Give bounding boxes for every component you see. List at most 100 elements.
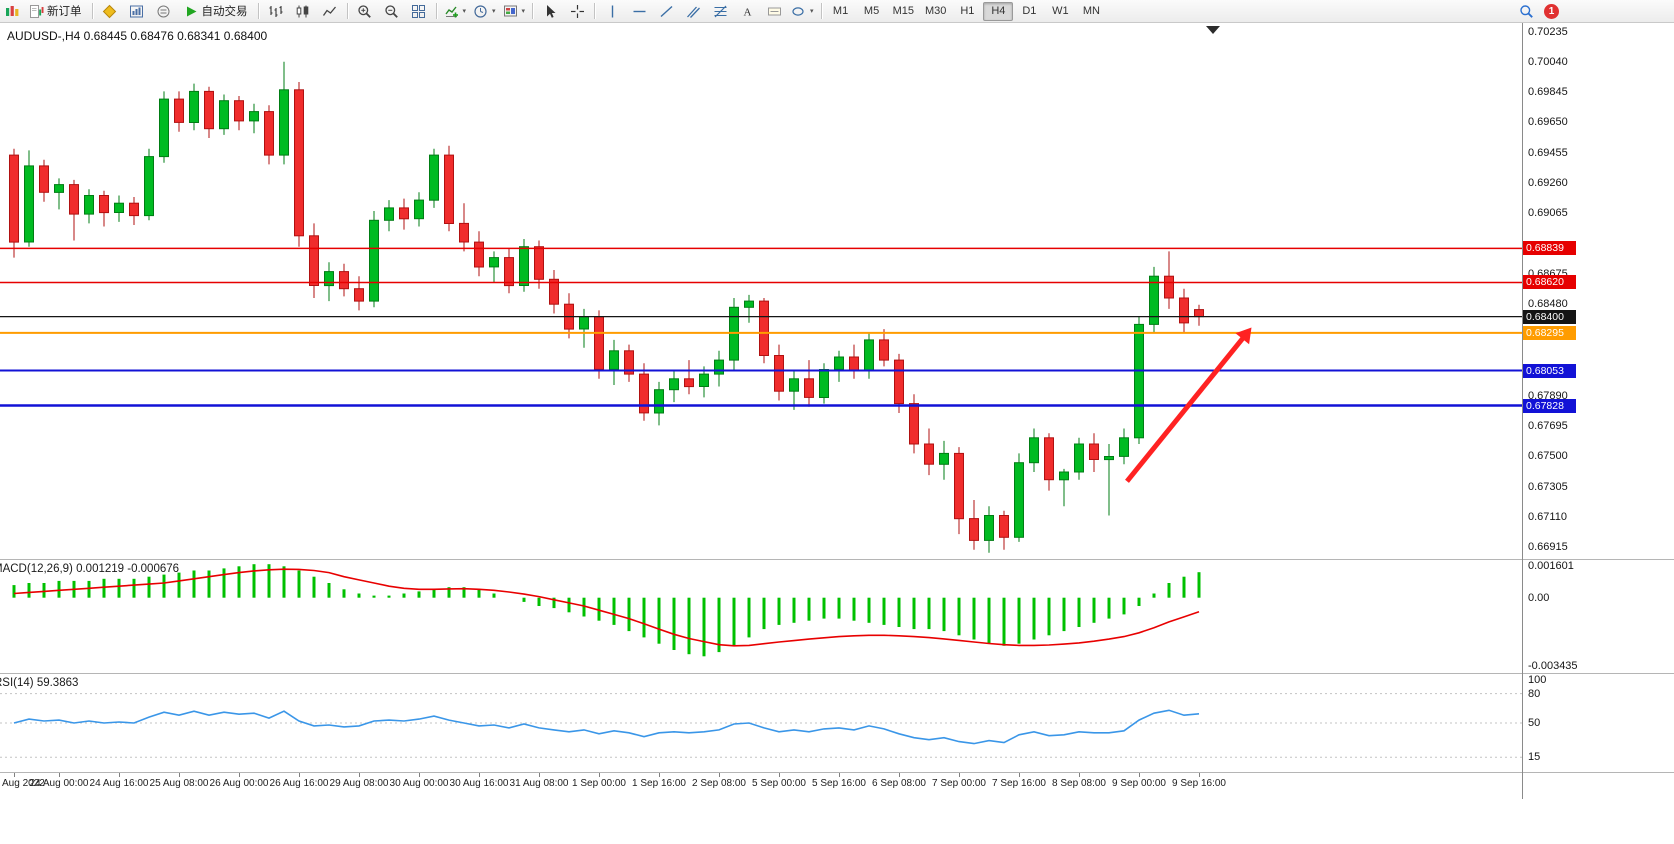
time-label: Aug 2022 <box>2 778 45 789</box>
autotrade-button[interactable]: 自动交易 <box>178 1 254 22</box>
time-axis[interactable]: Aug 2022 24 Aug 00:00 24 Aug 16:00 25 Aug 0… <box>0 773 1674 799</box>
time-tick <box>1139 773 1140 777</box>
tile-windows-icon <box>412 4 425 18</box>
time-tick <box>719 773 720 777</box>
bar-chart-icon <box>269 5 283 17</box>
time-tick <box>419 773 420 777</box>
time-tick <box>359 773 360 777</box>
chart-symbol-ohlc-label: AUDUSD-,H4 0.68445 0.68476 0.68341 0.684… <box>7 29 268 43</box>
price-tick-label: 0.66915 <box>1528 541 1568 553</box>
zoom-in-button[interactable] <box>352 1 378 22</box>
crosshair-icon <box>570 4 584 18</box>
main-chart-pane[interactable] <box>0 23 1522 559</box>
indicators-button[interactable]: ▾ <box>441 1 470 22</box>
time-label: 2 Sep 08:00 <box>692 778 746 789</box>
svg-text:A: A <box>743 6 751 18</box>
autotrade-label: 自动交易 <box>201 6 248 18</box>
rsi-panel[interactable] <box>0 674 1522 772</box>
toolbar-separator <box>532 3 534 19</box>
price-axis[interactable]: 0.70235 0.70040 0.69845 0.69650 0.69455 0.692… <box>1522 23 1674 559</box>
macd-panel[interactable] <box>0 560 1522 673</box>
templates-button[interactable]: ▾ <box>500 1 529 22</box>
toolbar-separator <box>346 3 348 19</box>
pane-separator[interactable] <box>0 673 1674 674</box>
crosshair-button[interactable] <box>564 1 590 22</box>
search-icon <box>1519 4 1533 18</box>
tile-windows-button[interactable] <box>406 1 432 22</box>
rsi-line <box>13 709 1200 745</box>
timeframe-button-MN[interactable]: MN <box>1082 5 1100 17</box>
channel-button[interactable] <box>680 1 706 22</box>
time-tick <box>179 773 180 777</box>
cursor-button[interactable] <box>537 1 563 22</box>
time-label: 25 Aug 08:00 <box>149 778 209 789</box>
trend-arrow-annotation[interactable] <box>1125 327 1252 483</box>
vertical-line-icon <box>611 5 613 17</box>
line-chart-button[interactable] <box>317 1 343 22</box>
time-label: 5 Sep 16:00 <box>812 778 866 789</box>
zoom-in-icon <box>358 4 371 18</box>
toolbar-separator <box>435 3 437 19</box>
rsi-layer <box>0 693 1522 758</box>
macd-axis[interactable]: 0.001601 0.00 -0.003435 <box>1522 560 1674 673</box>
price-tick-label: 0.69455 <box>1528 147 1568 159</box>
timeframe-button-H1[interactable]: H1 <box>960 5 975 17</box>
time-label: 30 Aug 16:00 <box>449 778 509 789</box>
zoom-out-button[interactable] <box>379 1 405 22</box>
trendline-button[interactable] <box>653 1 679 22</box>
timeframe-button-M1[interactable]: M1 <box>832 5 849 17</box>
line-chart-icon <box>322 6 336 16</box>
time-tick <box>599 773 600 777</box>
timeframe-button-M15[interactable]: M15 <box>892 5 914 17</box>
new-order-button[interactable]: 新订单 <box>23 1 88 22</box>
time-label: 8 Sep 08:00 <box>1052 778 1106 789</box>
text-button[interactable]: A <box>734 1 760 22</box>
timeframe-button-H4[interactable]: H4 <box>983 1 1014 21</box>
time-label: 31 Aug 08:00 <box>509 778 569 789</box>
price-badge: 0.68295 <box>1522 326 1576 340</box>
rsi-axis-label: 50 <box>1528 717 1541 729</box>
fibonacci-button[interactable] <box>707 1 733 22</box>
market-watch-button[interactable] <box>124 1 150 22</box>
timeframe-button-W1[interactable]: W1 <box>1052 5 1069 17</box>
pane-separator[interactable] <box>0 559 1674 560</box>
shapes-button[interactable]: ▾ <box>788 1 817 22</box>
rsi-axis[interactable]: 100 80 50 15 <box>1522 674 1674 772</box>
time-tick <box>779 773 780 777</box>
chart-shift-marker[interactable] <box>1206 26 1220 34</box>
time-label: 24 Aug 00:00 <box>29 778 89 789</box>
timeframe-button-M5[interactable]: M5 <box>863 5 880 17</box>
time-label: 26 Aug 00:00 <box>209 778 269 789</box>
macd-signal-line <box>13 568 1200 647</box>
toolbar-right-group: 1 <box>1513 1 1559 22</box>
macd-axis-label: 0.001601 <box>1528 560 1574 572</box>
favorites-button[interactable] <box>97 1 123 22</box>
new-order-icon <box>30 4 44 18</box>
time-tick <box>479 773 480 777</box>
price-tick-label: 0.69845 <box>1528 86 1568 98</box>
macd-layer <box>12 564 1201 657</box>
price-tick-label: 0.67305 <box>1528 481 1568 493</box>
toolbar: 新订单 自动交易 <box>0 0 1674 23</box>
horizontal-line-button[interactable] <box>626 1 652 22</box>
timeframe-button-D1[interactable]: D1 <box>1022 5 1037 17</box>
data-window-icon <box>157 5 170 17</box>
time-tick <box>14 773 15 777</box>
search-button[interactable] <box>1513 1 1539 22</box>
data-window-button[interactable] <box>151 1 177 22</box>
vertical-line-button[interactable] <box>599 1 625 22</box>
text-label-button[interactable] <box>761 1 787 22</box>
rsi-axis-label: 15 <box>1528 751 1541 763</box>
channel-icon <box>686 6 700 18</box>
bar-chart-button[interactable] <box>263 1 289 22</box>
time-tick <box>1199 773 1200 777</box>
notification-badge[interactable]: 1 <box>1544 3 1559 19</box>
price-badge: 0.67828 <box>1522 399 1576 413</box>
candlestick-chart-button[interactable] <box>290 1 316 22</box>
price-badge: 0.68620 <box>1522 275 1576 289</box>
price-tick-label: 0.70235 <box>1528 26 1568 38</box>
periods-button[interactable]: ▾ <box>470 1 499 22</box>
timeframe-button-M30[interactable]: M30 <box>924 5 947 17</box>
price-tick-label: 0.69650 <box>1528 116 1568 128</box>
